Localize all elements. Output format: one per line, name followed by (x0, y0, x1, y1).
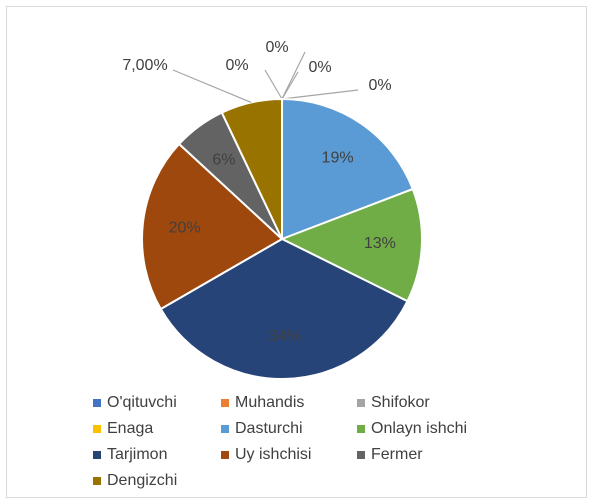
data-label: 13% (364, 235, 396, 252)
data-label: 0% (265, 39, 288, 56)
legend-label: Muhandis (235, 394, 304, 411)
legend-label: Enaga (107, 420, 153, 437)
legend-label: O'qituvchi (107, 394, 177, 411)
legend-label: Shifokor (371, 394, 430, 411)
data-label: 34% (269, 328, 301, 345)
leader-line (172, 69, 252, 103)
pie-slice (279, 187, 423, 303)
legend-swatch (93, 451, 101, 459)
legend-swatch (93, 399, 101, 407)
data-label: 20% (169, 219, 201, 236)
data-label: 6% (212, 151, 235, 168)
legend-swatch (221, 399, 229, 407)
legend-label: Tarjimon (107, 446, 167, 463)
data-label: 0% (308, 59, 331, 76)
data-label: 0% (225, 57, 248, 74)
leader-line (264, 69, 283, 100)
data-label: 7,00% (122, 57, 167, 74)
legend-swatch (93, 425, 101, 433)
pie-slice (281, 97, 415, 241)
legend-swatch (357, 425, 365, 433)
legend-label: Fermer (371, 446, 423, 463)
pie-slice (141, 142, 284, 311)
pie-slice (220, 97, 283, 240)
legend-label: Uy ishchisi (235, 446, 311, 463)
data-label: 0% (368, 77, 391, 94)
legend-swatch (221, 451, 229, 459)
legend-swatch (357, 399, 365, 407)
legend-swatch (93, 477, 101, 485)
legend-label: Dengizchi (107, 472, 177, 489)
legend-swatch (221, 425, 229, 433)
leader-line (281, 51, 306, 100)
data-label: 19% (322, 149, 354, 166)
legend-label: Onlayn ishchi (371, 420, 467, 437)
legend-label: Dasturchi (235, 420, 303, 437)
leader-line (281, 89, 359, 100)
legend-swatch (357, 451, 365, 459)
